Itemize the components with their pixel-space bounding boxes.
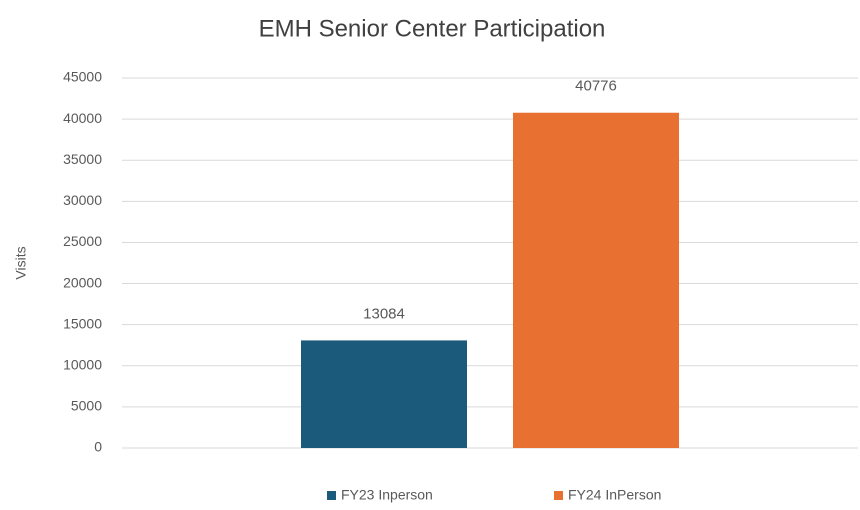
- y-tick-label: 0: [94, 439, 102, 455]
- bar: [513, 112, 679, 449]
- y-tick-label: 20000: [63, 274, 102, 290]
- legend-swatch: [327, 491, 336, 500]
- y-tick-label: 25000: [63, 233, 102, 249]
- chart-title: EMH Senior Center Participation: [259, 15, 606, 42]
- y-tick-label: 40000: [63, 110, 102, 126]
- bar: [301, 340, 467, 448]
- data-label: 40776: [575, 78, 617, 95]
- legend-swatch: [554, 491, 563, 500]
- legend-label: FY24 InPerson: [568, 487, 661, 503]
- y-tick-label: 45000: [63, 69, 102, 85]
- y-tick-label: 10000: [63, 356, 102, 372]
- y-tick-label: 5000: [71, 398, 102, 414]
- legend-label: FY23 Inperson: [341, 487, 433, 503]
- y-tick-label: 30000: [63, 192, 102, 208]
- y-tick-label: 15000: [63, 315, 102, 331]
- y-tick-label: 35000: [63, 151, 102, 167]
- y-axis-label: Visits: [13, 246, 29, 279]
- data-label: 13084: [363, 305, 405, 322]
